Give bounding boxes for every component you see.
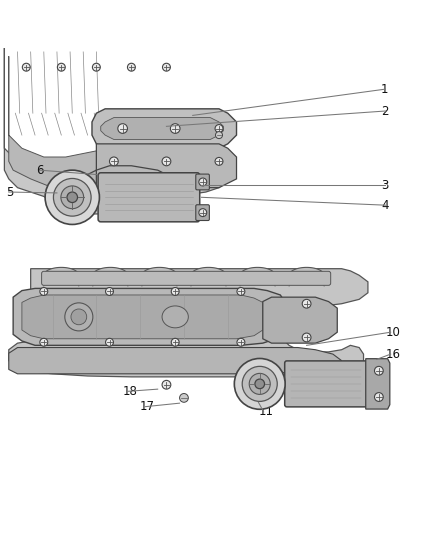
Circle shape [40,287,48,295]
Circle shape [162,157,171,166]
Circle shape [234,359,285,409]
Circle shape [118,124,127,133]
Circle shape [170,124,180,133]
Text: 17: 17 [140,400,155,413]
Circle shape [22,63,30,71]
Polygon shape [22,295,263,339]
Circle shape [61,186,84,209]
Circle shape [374,366,383,375]
Circle shape [374,393,383,401]
Circle shape [71,309,87,325]
Circle shape [302,333,311,342]
Circle shape [171,287,179,295]
Text: 11: 11 [258,406,273,418]
Text: 18: 18 [123,385,138,398]
Circle shape [215,157,223,165]
Circle shape [110,157,118,166]
Polygon shape [263,297,337,343]
FancyBboxPatch shape [98,173,200,222]
Circle shape [162,63,170,71]
Circle shape [162,381,171,389]
Circle shape [199,209,207,216]
Polygon shape [366,359,390,409]
Circle shape [255,379,265,389]
Text: 16: 16 [385,348,400,361]
Circle shape [249,374,270,394]
FancyBboxPatch shape [42,271,331,285]
Text: 4: 4 [381,199,389,212]
Circle shape [45,170,99,224]
Text: 3: 3 [381,179,389,192]
Circle shape [57,63,65,71]
Polygon shape [13,288,285,345]
Circle shape [67,192,78,203]
Circle shape [92,63,100,71]
Circle shape [242,366,277,401]
Polygon shape [9,348,342,374]
Circle shape [65,303,93,331]
Circle shape [237,338,245,346]
Circle shape [180,393,188,402]
Polygon shape [88,144,237,188]
Polygon shape [4,47,228,214]
Circle shape [237,287,245,295]
Circle shape [215,125,223,133]
Text: 1: 1 [381,83,389,95]
FancyBboxPatch shape [196,174,209,190]
Text: 10: 10 [385,326,400,338]
Circle shape [106,338,113,346]
Text: 6: 6 [36,164,44,176]
Circle shape [53,179,91,216]
Polygon shape [101,118,223,140]
Circle shape [127,63,135,71]
Circle shape [199,178,207,186]
Polygon shape [9,269,368,377]
Text: 5: 5 [6,185,13,198]
Circle shape [302,300,311,308]
Circle shape [171,338,179,346]
Ellipse shape [162,306,188,328]
Text: 2: 2 [381,104,389,117]
Polygon shape [92,109,237,148]
Circle shape [215,132,223,139]
FancyBboxPatch shape [196,205,209,221]
Polygon shape [9,56,219,192]
FancyBboxPatch shape [285,361,368,407]
Circle shape [40,338,48,346]
Circle shape [106,287,113,295]
